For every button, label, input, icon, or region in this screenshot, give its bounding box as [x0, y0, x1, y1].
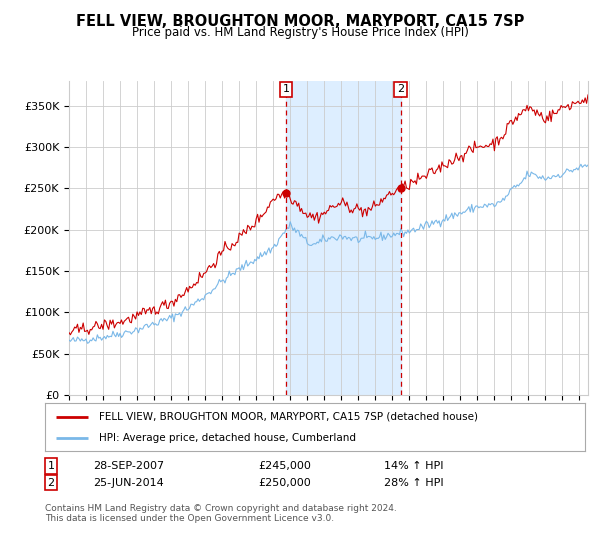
- Text: 28% ↑ HPI: 28% ↑ HPI: [384, 478, 443, 488]
- Text: 2: 2: [47, 478, 55, 488]
- Text: £250,000: £250,000: [258, 478, 311, 488]
- Bar: [286, 81, 401, 395]
- Text: 14% ↑ HPI: 14% ↑ HPI: [384, 461, 443, 471]
- Text: 28-SEP-2007: 28-SEP-2007: [93, 461, 164, 471]
- Text: FELL VIEW, BROUGHTON MOOR, MARYPORT, CA15 7SP (detached house): FELL VIEW, BROUGHTON MOOR, MARYPORT, CA1…: [99, 412, 478, 422]
- Text: 25-JUN-2014: 25-JUN-2014: [93, 478, 164, 488]
- Text: 1: 1: [283, 85, 289, 95]
- Text: Contains HM Land Registry data © Crown copyright and database right 2024.
This d: Contains HM Land Registry data © Crown c…: [45, 504, 397, 524]
- Text: £245,000: £245,000: [258, 461, 311, 471]
- Text: Price paid vs. HM Land Registry's House Price Index (HPI): Price paid vs. HM Land Registry's House …: [131, 26, 469, 39]
- Text: HPI: Average price, detached house, Cumberland: HPI: Average price, detached house, Cumb…: [99, 433, 356, 444]
- Text: FELL VIEW, BROUGHTON MOOR, MARYPORT, CA15 7SP: FELL VIEW, BROUGHTON MOOR, MARYPORT, CA1…: [76, 14, 524, 29]
- Text: 1: 1: [47, 461, 55, 471]
- Text: 2: 2: [397, 85, 404, 95]
